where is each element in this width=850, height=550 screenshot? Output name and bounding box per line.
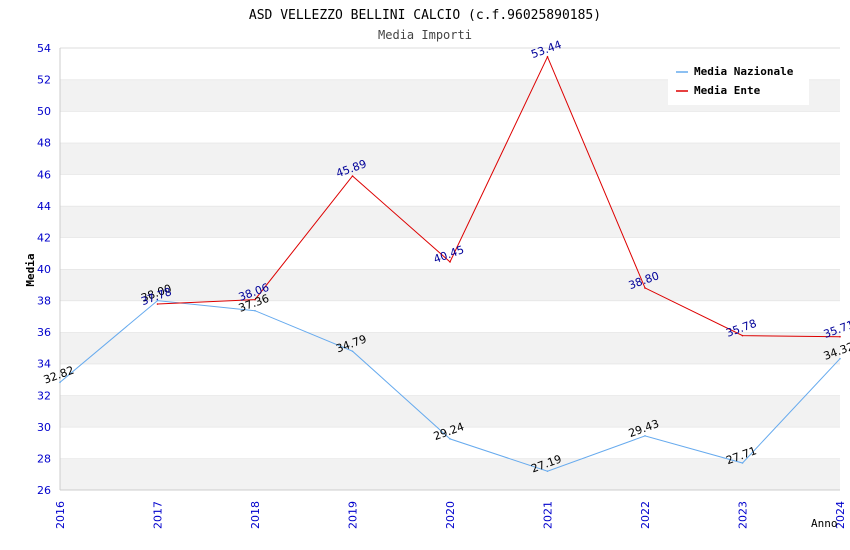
data-point [254, 309, 256, 312]
data-point [351, 350, 354, 353]
data-point [741, 334, 744, 337]
grid-band [60, 269, 840, 301]
data-point [351, 175, 354, 177]
x-tick-label: 2016 [54, 501, 67, 529]
legend: Media Nazionale Media Ente [668, 59, 809, 105]
data-point [839, 357, 841, 360]
grid-band [60, 111, 840, 143]
data-point [546, 470, 549, 473]
y-tick-label: 46 [37, 168, 51, 181]
axes [59, 48, 840, 491]
y-tick-label: 42 [37, 231, 51, 244]
data-point [156, 299, 159, 302]
legend-label-nazionale: Media Nazionale [694, 65, 794, 78]
grid-band [60, 237, 840, 269]
y-tick-label: 26 [37, 484, 51, 497]
data-point [741, 462, 744, 464]
data-point [546, 56, 549, 58]
y-tick-label: 36 [37, 326, 51, 339]
chart-subtitle: Media Importi [378, 28, 472, 42]
grid-band [60, 174, 840, 206]
y-tick-label: 44 [37, 200, 51, 213]
x-tick-label: 2023 [737, 501, 750, 529]
data-point [839, 335, 841, 338]
data-point [644, 287, 646, 289]
grid-band [60, 458, 840, 490]
y-tick-label: 30 [37, 421, 51, 434]
data-point [449, 438, 451, 440]
x-tick-label: 2020 [444, 501, 457, 529]
chart-title: ASD VELLEZZO BELLINI CALCIO (c.f.9602589… [249, 8, 601, 23]
data-point [156, 303, 159, 305]
x-tick-label: 2017 [152, 501, 165, 529]
data-point [59, 381, 61, 384]
grid-band [60, 395, 840, 427]
data-point [644, 435, 646, 437]
x-tick-label: 2024 [834, 501, 847, 529]
y-tick-label: 48 [37, 137, 51, 150]
grid-band [60, 426, 840, 459]
legend-label-ente: Media Ente [694, 84, 761, 97]
grid-band [60, 205, 840, 238]
legend-box [668, 59, 809, 105]
y-tick-label: 40 [37, 263, 51, 276]
series-line-1 [157, 55, 841, 338]
grid-band [60, 363, 840, 396]
grid-band [60, 300, 840, 333]
y-tick-label: 54 [37, 42, 51, 55]
x-tick-label: 2018 [249, 501, 262, 529]
y-tick-label: 28 [37, 452, 51, 465]
data-point [254, 298, 256, 301]
y-tick-label: 32 [37, 389, 51, 402]
y-axis-label: Media [24, 253, 37, 286]
grid-band [60, 332, 840, 364]
series-lines [59, 55, 841, 473]
plot-bands [60, 47, 840, 490]
grid-band [60, 142, 840, 175]
y-tick-label: 38 [37, 295, 51, 308]
tick-labels: 26 28 30 32 34 36 38 40 42 44 46 48 50 52 54 2016 2017 20… [37, 42, 847, 529]
x-tick-label: 2022 [639, 501, 652, 529]
x-tick-label: 2019 [347, 501, 360, 529]
x-axis-label: Anno [811, 517, 838, 530]
y-tick-label: 52 [37, 74, 51, 87]
data-point [449, 261, 451, 263]
y-tick-label: 50 [37, 105, 51, 118]
x-tick-label: 2021 [542, 501, 555, 529]
y-tick-label: 34 [37, 358, 51, 371]
